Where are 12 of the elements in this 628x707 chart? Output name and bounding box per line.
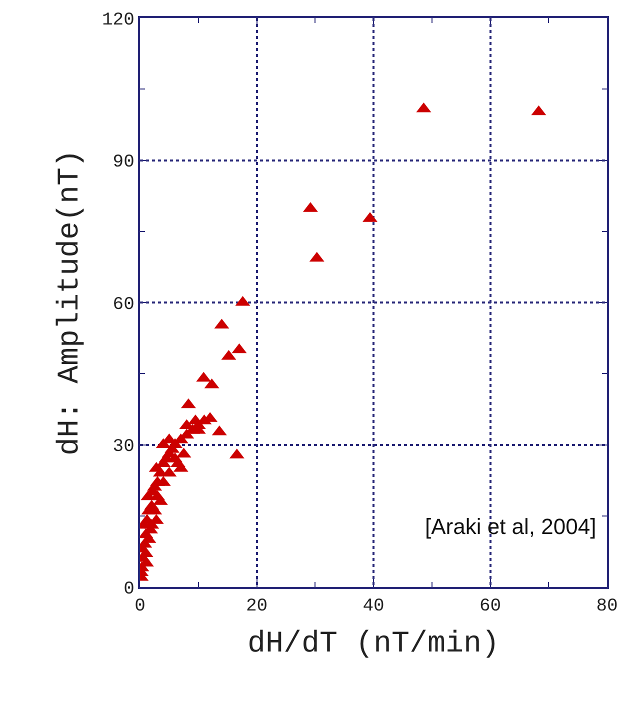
y-tick-label: 60 — [112, 294, 134, 315]
y-tick-label: 120 — [102, 10, 134, 30]
y-axis-title: dH: Amplitude(nT) — [53, 149, 88, 456]
x-tick-label: 40 — [362, 596, 384, 617]
annotation: [Araki et al, 2004] — [425, 514, 596, 539]
y-tick-label: 90 — [112, 152, 134, 173]
x-axis-title: dH/dT (nT/min) — [247, 628, 500, 662]
y-tick-label: 0 — [124, 579, 134, 600]
y-tick-label: 30 — [112, 437, 134, 458]
x-tick-label: 80 — [596, 596, 618, 617]
x-tick-label: 20 — [246, 596, 268, 617]
x-tick-label: 60 — [479, 596, 502, 617]
